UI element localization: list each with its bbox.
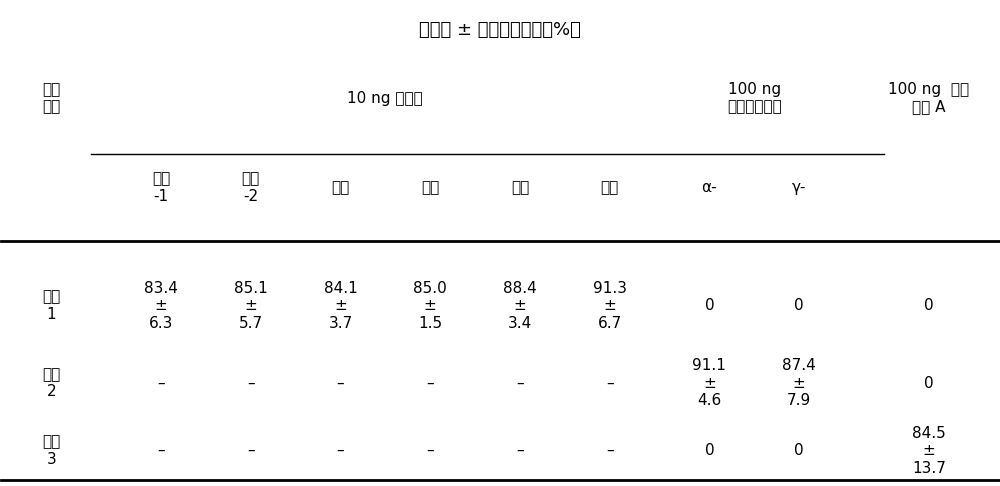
Text: α-: α- (702, 180, 717, 195)
Text: 0: 0 (794, 298, 804, 313)
Text: 步骤
3: 步骤 3 (42, 434, 60, 467)
Text: 84.5
±
13.7: 84.5 ± 13.7 (912, 426, 946, 476)
Text: 0: 0 (924, 376, 934, 391)
Text: 84.1
±
3.7: 84.1 ± 3.7 (324, 281, 357, 330)
Text: 0: 0 (705, 298, 714, 313)
Text: –: – (426, 376, 434, 391)
Text: 91.3
±
6.7: 91.3 ± 6.7 (593, 281, 627, 330)
Text: 0: 0 (794, 443, 804, 458)
Text: –: – (606, 376, 614, 391)
Text: –: – (516, 376, 524, 391)
Text: 0: 0 (705, 443, 714, 458)
Text: 88.4
±
3.4: 88.4 ± 3.4 (503, 281, 537, 330)
Text: 83.4
±
6.3: 83.4 ± 6.3 (144, 281, 178, 330)
Text: 淋洗
步骤: 淋洗 步骤 (42, 82, 60, 114)
Text: 五氯: 五氯 (331, 180, 350, 195)
Text: 100 ng
六溴环十二烷: 100 ng 六溴环十二烷 (727, 82, 782, 114)
Text: 10 ng 多氯茶: 10 ng 多氯茶 (347, 90, 423, 105)
Text: –: – (247, 376, 255, 391)
Text: –: – (426, 443, 434, 458)
Text: 四氯
-2: 四氯 -2 (242, 171, 260, 204)
Text: –: – (337, 443, 344, 458)
Text: 91.1
±
4.6: 91.1 ± 4.6 (692, 358, 726, 408)
Text: 四氯
-1: 四氯 -1 (152, 171, 170, 204)
Text: –: – (606, 443, 614, 458)
Text: 七氯: 七氯 (511, 180, 529, 195)
Text: 100 ng  四溴
双酚 A: 100 ng 四溴 双酚 A (888, 82, 969, 114)
Text: 回收率 ± 相对标准偏差（%）: 回收率 ± 相对标准偏差（%） (419, 21, 581, 39)
Text: 87.4
±
7.9: 87.4 ± 7.9 (782, 358, 816, 408)
Text: 六氯: 六氯 (421, 180, 439, 195)
Text: γ-: γ- (792, 180, 806, 195)
Text: 85.0
±
1.5: 85.0 ± 1.5 (413, 281, 447, 330)
Text: –: – (337, 376, 344, 391)
Text: –: – (516, 443, 524, 458)
Text: 0: 0 (924, 298, 934, 313)
Text: 步骤
2: 步骤 2 (42, 367, 60, 399)
Text: –: – (157, 376, 165, 391)
Text: –: – (157, 443, 165, 458)
Text: 步骤
1: 步骤 1 (42, 290, 60, 322)
Text: 八氯: 八氯 (601, 180, 619, 195)
Text: 85.1
±
5.7: 85.1 ± 5.7 (234, 281, 268, 330)
Text: –: – (247, 443, 255, 458)
